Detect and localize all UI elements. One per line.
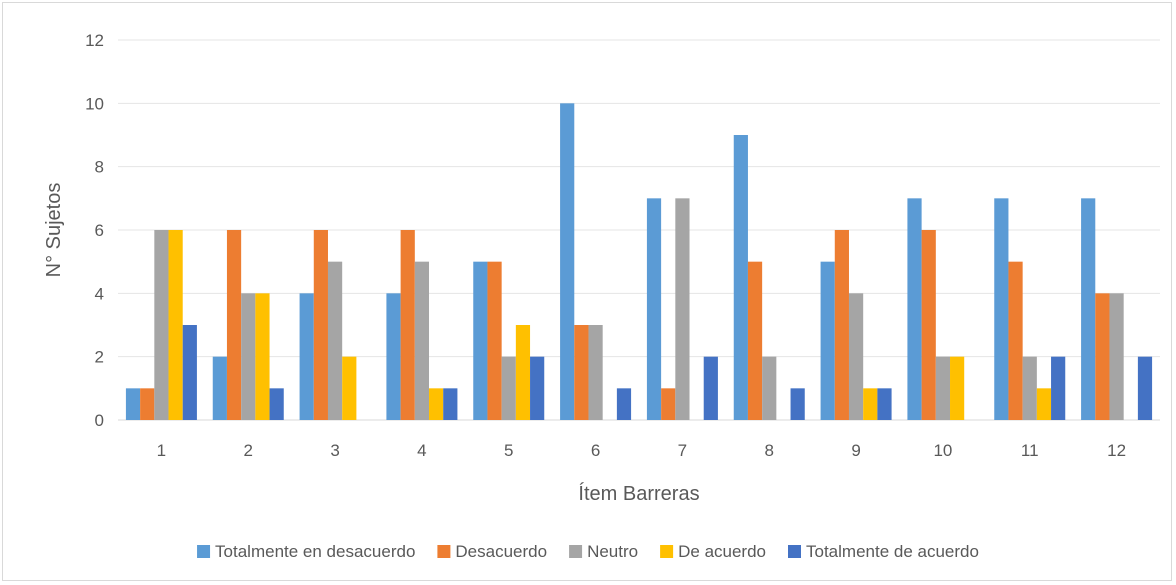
x-tick-label: 8 xyxy=(765,441,774,460)
legend: Totalmente en desacuerdo Desacuerdo Neutro… xyxy=(197,542,979,561)
bar xyxy=(762,356,777,420)
bar xyxy=(1051,356,1066,420)
legend-item: Desacuerdo xyxy=(437,542,547,561)
legend-item: Neutro xyxy=(569,542,638,561)
bar xyxy=(994,198,1009,420)
y-tick-label: 10 xyxy=(85,94,104,113)
bar xyxy=(907,198,922,420)
bar xyxy=(560,103,575,420)
bar xyxy=(1137,356,1153,420)
bar xyxy=(616,388,632,420)
bar xyxy=(182,325,197,420)
legend-item: Totalmente de acuerdo xyxy=(788,542,979,561)
bar xyxy=(241,293,256,420)
bar xyxy=(921,230,936,420)
bar xyxy=(443,388,458,420)
bar xyxy=(703,356,718,420)
x-tick-label: 12 xyxy=(1107,441,1126,460)
legend-item: Totalmente en desacuerdo xyxy=(197,542,415,561)
y-tick-label: 6 xyxy=(95,221,104,240)
bar xyxy=(400,230,415,420)
x-tick-label: 5 xyxy=(504,441,513,460)
bars xyxy=(125,103,1153,420)
bar xyxy=(212,356,227,420)
legend-label: Totalmente en desacuerdo xyxy=(215,542,415,561)
legend-label: Neutro xyxy=(587,542,638,561)
bar xyxy=(515,325,531,420)
bar xyxy=(414,261,430,420)
bar xyxy=(125,388,141,420)
x-tick-label: 2 xyxy=(244,441,253,460)
bar xyxy=(1036,388,1052,420)
legend-label: Desacuerdo xyxy=(455,542,547,561)
x-tick-label: 9 xyxy=(851,441,860,460)
y-axis-title: N° Sujetos xyxy=(43,183,65,278)
bar xyxy=(646,198,662,420)
bar xyxy=(269,388,284,420)
bar xyxy=(574,325,589,420)
legend-swatch xyxy=(437,545,451,558)
bar xyxy=(429,388,444,420)
bar xyxy=(834,230,849,420)
bar xyxy=(747,261,763,420)
y-tick-label: 12 xyxy=(85,31,104,50)
bar xyxy=(848,293,864,420)
legend-swatch xyxy=(569,545,583,558)
bar xyxy=(154,230,169,420)
legend-swatch xyxy=(660,545,674,558)
bar xyxy=(1008,261,1023,420)
bar xyxy=(487,261,502,420)
x-tick-label: 4 xyxy=(417,441,426,460)
legend-swatch xyxy=(197,545,211,558)
bar xyxy=(877,388,892,420)
x-tick-label: 6 xyxy=(591,441,600,460)
y-axis-ticks: 0 2 4 6 8 10 12 xyxy=(85,31,104,430)
bar xyxy=(1022,356,1037,420)
gridlines xyxy=(118,39,1160,421)
x-tick-label: 1 xyxy=(157,441,166,460)
bar xyxy=(255,293,270,420)
bar xyxy=(342,356,357,420)
bar xyxy=(820,261,835,420)
y-tick-label: 8 xyxy=(95,158,104,177)
bar xyxy=(386,293,401,420)
bar xyxy=(661,388,676,420)
x-tick-label: 10 xyxy=(933,441,952,460)
bar xyxy=(863,388,878,420)
x-tick-label: 3 xyxy=(330,441,339,460)
bar xyxy=(473,261,488,420)
bar xyxy=(935,356,951,420)
legend-label: Totalmente de acuerdo xyxy=(806,542,979,561)
bar xyxy=(675,198,690,420)
y-tick-label: 4 xyxy=(95,284,104,303)
bar xyxy=(950,356,965,420)
legend-item: De acuerdo xyxy=(660,542,766,561)
bar xyxy=(299,293,314,420)
x-tick-label: 7 xyxy=(678,441,687,460)
bar xyxy=(168,230,183,420)
bar xyxy=(733,135,748,420)
bar xyxy=(530,356,545,420)
legend-swatch xyxy=(788,545,801,558)
x-axis-title: Ítem Barreras xyxy=(578,482,699,505)
bar xyxy=(226,230,242,420)
y-tick-label: 2 xyxy=(95,348,104,367)
bar xyxy=(501,356,516,420)
bar xyxy=(1081,198,1096,420)
legend-label: De acuerdo xyxy=(678,542,766,561)
bar xyxy=(1095,293,1110,420)
bar xyxy=(313,230,328,420)
bar xyxy=(1109,293,1124,420)
bar xyxy=(588,325,603,420)
bar xyxy=(327,261,343,420)
bar xyxy=(790,388,805,420)
y-tick-label: 0 xyxy=(95,411,104,430)
bar xyxy=(140,388,155,420)
x-axis-ticks: 1 2 3 4 5 6 7 8 9 10 11 12 xyxy=(157,441,1126,460)
x-tick-label: 11 xyxy=(1021,441,1039,460)
